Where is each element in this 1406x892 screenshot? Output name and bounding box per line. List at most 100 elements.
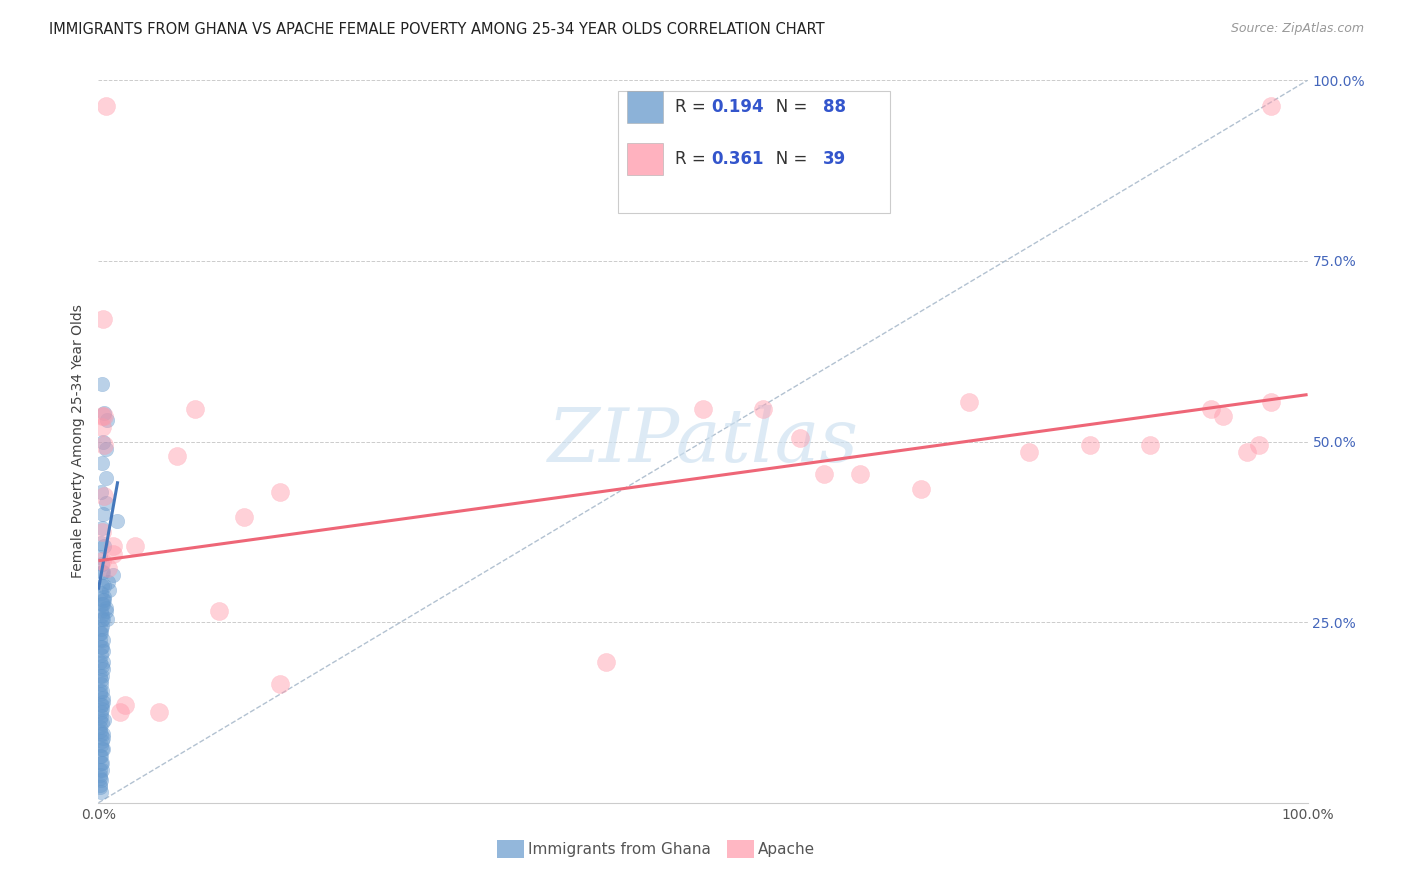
Point: [89, 687, 111, 701]
Point: [91, 420, 114, 434]
Point: [91, 702, 114, 716]
Text: N =: N =: [759, 150, 813, 168]
Point: [93, 590, 115, 604]
Point: [89, 780, 111, 794]
Point: [148, 706, 170, 720]
Point: [94, 470, 117, 484]
Point: [595, 655, 617, 669]
Point: [96, 611, 118, 625]
Point: [90, 586, 112, 600]
FancyBboxPatch shape: [627, 143, 664, 176]
Point: [789, 431, 811, 445]
Point: [91, 579, 114, 593]
Point: [89, 720, 111, 734]
Text: R =: R =: [675, 150, 711, 168]
Point: [98, 582, 121, 597]
Point: [91, 565, 114, 579]
Point: [1212, 409, 1234, 424]
Point: [93, 438, 115, 452]
Point: [1260, 394, 1282, 409]
Y-axis label: Female Poverty Among 25-34 Year Olds: Female Poverty Among 25-34 Year Olds: [72, 304, 86, 579]
Point: [90, 709, 112, 723]
Point: [91, 669, 114, 683]
Point: [93, 539, 115, 553]
Point: [91, 521, 114, 535]
Point: [91, 434, 114, 449]
Point: [91, 554, 114, 568]
Point: [90, 706, 112, 720]
Point: [97, 575, 120, 590]
Text: 0.361: 0.361: [711, 150, 763, 168]
Point: [90, 626, 112, 640]
Point: [91, 409, 114, 424]
Point: [114, 698, 136, 713]
Point: [124, 539, 146, 553]
Point: [94, 496, 117, 510]
Point: [89, 768, 111, 782]
Point: [94, 600, 117, 615]
Text: Immigrants from Ghana: Immigrants from Ghana: [527, 841, 710, 856]
Point: [91, 734, 114, 748]
Point: [93, 593, 115, 607]
Point: [90, 648, 112, 662]
Text: ZIPatlas: ZIPatlas: [547, 405, 859, 478]
Point: [91, 695, 114, 709]
Point: [1139, 438, 1161, 452]
Point: [97, 561, 120, 575]
Point: [90, 640, 112, 655]
Text: Source: ZipAtlas.com: Source: ZipAtlas.com: [1230, 22, 1364, 36]
Point: [269, 485, 291, 500]
FancyBboxPatch shape: [727, 840, 754, 858]
Point: [101, 539, 124, 553]
Point: [91, 741, 114, 756]
Text: Apache: Apache: [758, 841, 814, 856]
Text: R =: R =: [675, 98, 711, 116]
Point: [1018, 445, 1040, 459]
Point: [90, 535, 112, 549]
Point: [89, 550, 111, 565]
Point: [89, 771, 111, 785]
Point: [91, 524, 114, 539]
Point: [957, 394, 980, 409]
FancyBboxPatch shape: [498, 840, 524, 858]
Point: [1260, 98, 1282, 112]
Text: 88: 88: [823, 98, 845, 116]
Point: [90, 785, 112, 799]
Point: [166, 449, 188, 463]
Point: [1249, 438, 1271, 452]
Point: [91, 611, 114, 625]
Point: [1199, 402, 1222, 417]
Point: [269, 676, 291, 690]
Point: [91, 716, 114, 731]
Point: [90, 485, 112, 500]
Point: [91, 727, 114, 741]
Point: [89, 633, 111, 648]
Point: [91, 456, 114, 470]
Point: [692, 402, 714, 417]
Point: [90, 604, 112, 618]
Point: [91, 507, 114, 521]
Point: [90, 673, 112, 687]
Point: [813, 467, 835, 481]
Point: [90, 772, 112, 787]
Point: [108, 706, 131, 720]
FancyBboxPatch shape: [627, 91, 664, 123]
Point: [91, 640, 114, 655]
Point: [93, 713, 115, 727]
Point: [91, 593, 114, 607]
Text: IMMIGRANTS FROM GHANA VS APACHE FEMALE POVERTY AMONG 25-34 YEAR OLDS CORRELATION: IMMIGRANTS FROM GHANA VS APACHE FEMALE P…: [49, 22, 825, 37]
Point: [89, 723, 111, 738]
FancyBboxPatch shape: [619, 91, 890, 213]
Point: [208, 604, 231, 618]
Point: [89, 748, 111, 763]
Point: [91, 611, 114, 625]
Point: [1078, 438, 1101, 452]
Point: [105, 514, 128, 528]
Point: [89, 669, 111, 683]
Point: [101, 568, 124, 582]
Point: [91, 565, 114, 579]
Point: [232, 510, 254, 524]
Point: [91, 691, 114, 706]
Point: [91, 311, 114, 326]
Point: [89, 626, 111, 640]
